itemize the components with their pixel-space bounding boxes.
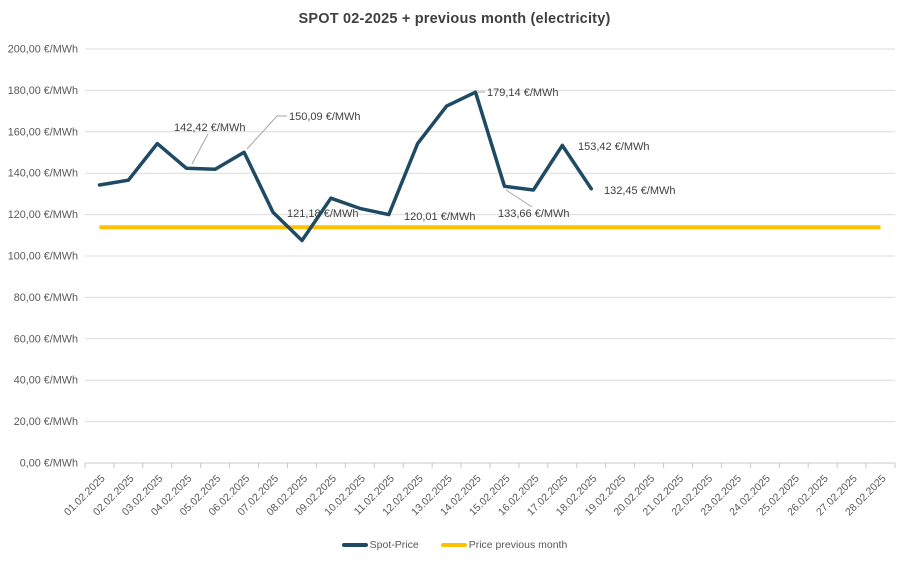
- annotation-label: 179,14 €/MWh: [487, 87, 559, 99]
- spot-price-swatch: [341, 543, 368, 547]
- y-axis-tick-label: 60,00 €/MWh: [14, 333, 78, 345]
- annotation-leader-line: [191, 133, 209, 165]
- legend: Spot-Price Price previous month: [0, 539, 909, 551]
- y-axis-tick-label: 140,00 €/MWh: [8, 168, 78, 180]
- annotation-label: 121,18 €/MWh: [287, 208, 359, 220]
- y-axis-tick-label: 0,00 €/MWh: [20, 458, 78, 470]
- y-axis-tick-label: 80,00 €/MWh: [14, 292, 78, 304]
- annotation-label: 153,42 €/MWh: [578, 141, 650, 153]
- annotation-label: 133,66 €/MWh: [498, 208, 570, 220]
- y-axis-tick-label: 40,00 €/MWh: [14, 375, 78, 387]
- previous-month-swatch: [440, 543, 467, 547]
- y-axis-tick-label: 180,00 €/MWh: [8, 85, 78, 97]
- y-axis-tick-label: 20,00 €/MWh: [14, 416, 78, 428]
- annotation-leader-line: [505, 189, 533, 208]
- legend-item-previous-month[interactable]: Price previous month: [440, 539, 568, 551]
- annotation-label: 120,01 €/MWh: [404, 211, 476, 223]
- y-axis-tick-label: 100,00 €/MWh: [8, 251, 78, 263]
- legend-item-spot-price[interactable]: Spot-Price: [341, 539, 419, 551]
- annotation-leader-line: [246, 115, 287, 150]
- annotation-label: 132,45 €/MWh: [604, 185, 676, 197]
- y-axis-tick-label: 120,00 €/MWh: [8, 209, 78, 221]
- y-axis-tick-label: 160,00 €/MWh: [8, 126, 78, 138]
- chart-title: SPOT 02-2025 + previous month (electrici…: [298, 11, 611, 27]
- spot-price-line[interactable]: [97, 90, 594, 243]
- legend-label-previous-month: Price previous month: [468, 539, 568, 551]
- y-axis-tick-label: 200,00 €/MWh: [8, 44, 78, 56]
- annotation-label: 142,42 €/MWh: [174, 122, 246, 134]
- annotation-label: 150,09 €/MWh: [289, 111, 361, 123]
- legend-label-spot-price: Spot-Price: [369, 539, 419, 551]
